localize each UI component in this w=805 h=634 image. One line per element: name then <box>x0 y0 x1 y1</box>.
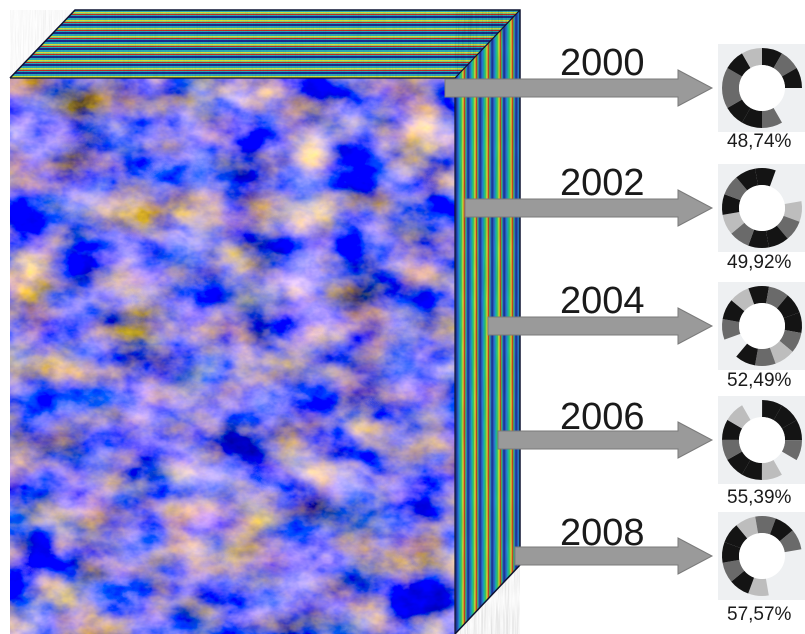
percent-label-2006: 55,39% <box>727 487 792 508</box>
right-arrow-icon-2004 <box>487 307 714 345</box>
ring-segment-chart-icon-2002 <box>718 164 805 252</box>
right-arrow-icon-2008 <box>514 537 714 575</box>
right-arrow-icon-2000 <box>444 69 714 107</box>
percent-label-2002: 49,92% <box>727 252 792 273</box>
right-arrow-icon-2002 <box>464 189 714 227</box>
year-label-2002: 2002 <box>560 162 645 204</box>
ring-segment-chart-icon-2004 <box>718 282 805 370</box>
year-label-2000: 2000 <box>560 42 645 84</box>
year-label-2008: 2008 <box>560 512 645 554</box>
percent-label-2000: 48,74% <box>727 131 792 152</box>
ring-segment-chart-icon-2006 <box>718 396 805 484</box>
percent-label-2008: 57,57% <box>727 604 792 625</box>
ring-segment-chart-icon-2008 <box>718 512 805 600</box>
year-label-2006: 2006 <box>560 396 645 438</box>
year-label-2004: 2004 <box>560 280 645 322</box>
right-arrow-icon-2006 <box>497 421 714 459</box>
ring-segment-chart-icon-2000 <box>718 44 805 132</box>
percent-label-2004: 52,49% <box>727 370 792 391</box>
